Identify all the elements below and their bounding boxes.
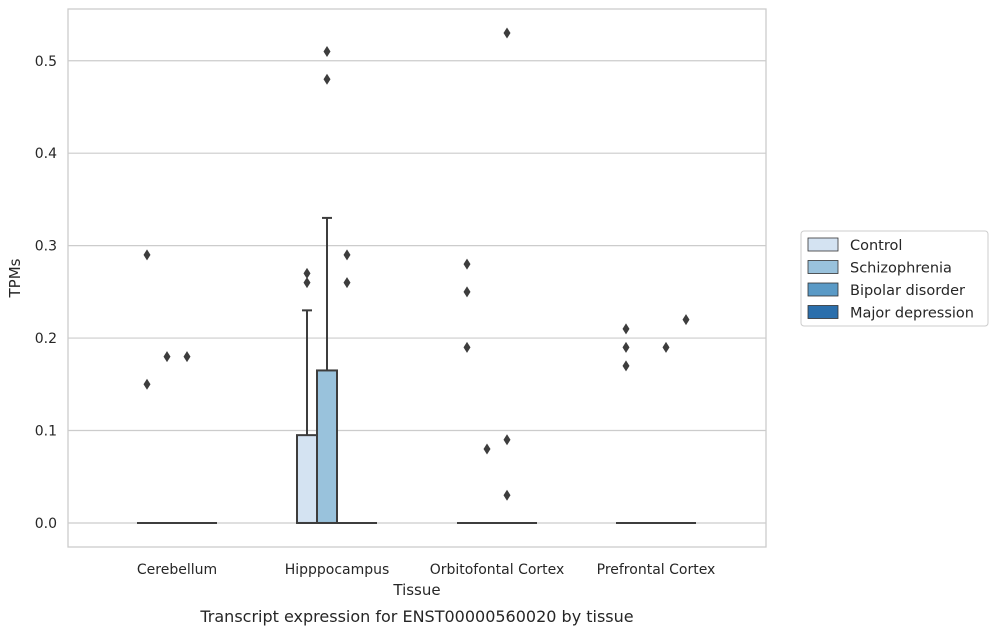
legend-label: Major depression (850, 306, 974, 322)
legend-swatch (807, 305, 839, 319)
box (296, 434, 318, 524)
legend-box (800, 230, 989, 327)
outlier-point (143, 249, 151, 261)
y-tick-label: 0.1 (35, 424, 57, 440)
x-tick-label: Hipppocampus (285, 562, 390, 578)
outlier-point (682, 314, 690, 326)
outlier-point (343, 277, 351, 289)
outlier-point (323, 46, 331, 58)
legend-swatch (807, 260, 839, 274)
outlier-point (183, 351, 191, 363)
outlier-point (303, 267, 311, 279)
outlier-point (463, 341, 471, 353)
y-tick-label: 0.5 (35, 54, 57, 70)
x-tick-label: Orbitofontal Cortex (430, 562, 565, 578)
grid-lines (68, 60, 766, 524)
outlier-point (503, 27, 511, 39)
outlier-point (622, 323, 630, 335)
outlier-point (622, 360, 630, 372)
x-tick-labels: Cerebellum Hipppocampus Orbitofontal Corte… (137, 562, 715, 578)
y-axis-title: TPMs (6, 258, 24, 298)
plot-frame (67, 8, 767, 548)
outlier-point (483, 443, 491, 455)
outlier-point (303, 277, 311, 289)
legend: Control Schizophrenia Bipolar disorder Majo… (800, 230, 989, 327)
outlier-point (163, 351, 171, 363)
outlier-point (662, 341, 670, 353)
y-tick-label: 0.4 (35, 146, 57, 162)
legend-label: Schizophrenia (850, 261, 952, 277)
outlier-point (503, 489, 511, 501)
outlier-point (463, 258, 471, 270)
x-axis-title: Tissue (392, 581, 440, 599)
outlier-point (622, 341, 630, 353)
outlier-point (143, 378, 151, 390)
x-tick-label: Prefrontal Cortex (597, 562, 716, 578)
legend-label: Bipolar disorder (850, 283, 965, 299)
legend-label: Control (850, 238, 902, 254)
y-tick-label: 0.3 (35, 239, 57, 255)
x-tick-label: Cerebellum (137, 562, 217, 578)
y-tick-label: 0.2 (35, 331, 57, 347)
y-tick-label: 0.0 (35, 516, 57, 532)
outlier-point (323, 73, 331, 85)
box (316, 369, 338, 524)
outlier-point (503, 434, 511, 446)
chart-caption: Transcript expression for ENST0000056002… (199, 607, 633, 626)
y-tick-labels: 0.0 0.1 0.2 0.3 0.4 0.5 (35, 54, 57, 532)
legend-swatch (807, 237, 839, 252)
outlier-point (343, 249, 351, 261)
box-plots (137, 27, 696, 524)
outlier-point (463, 286, 471, 298)
legend-swatch (807, 282, 839, 297)
